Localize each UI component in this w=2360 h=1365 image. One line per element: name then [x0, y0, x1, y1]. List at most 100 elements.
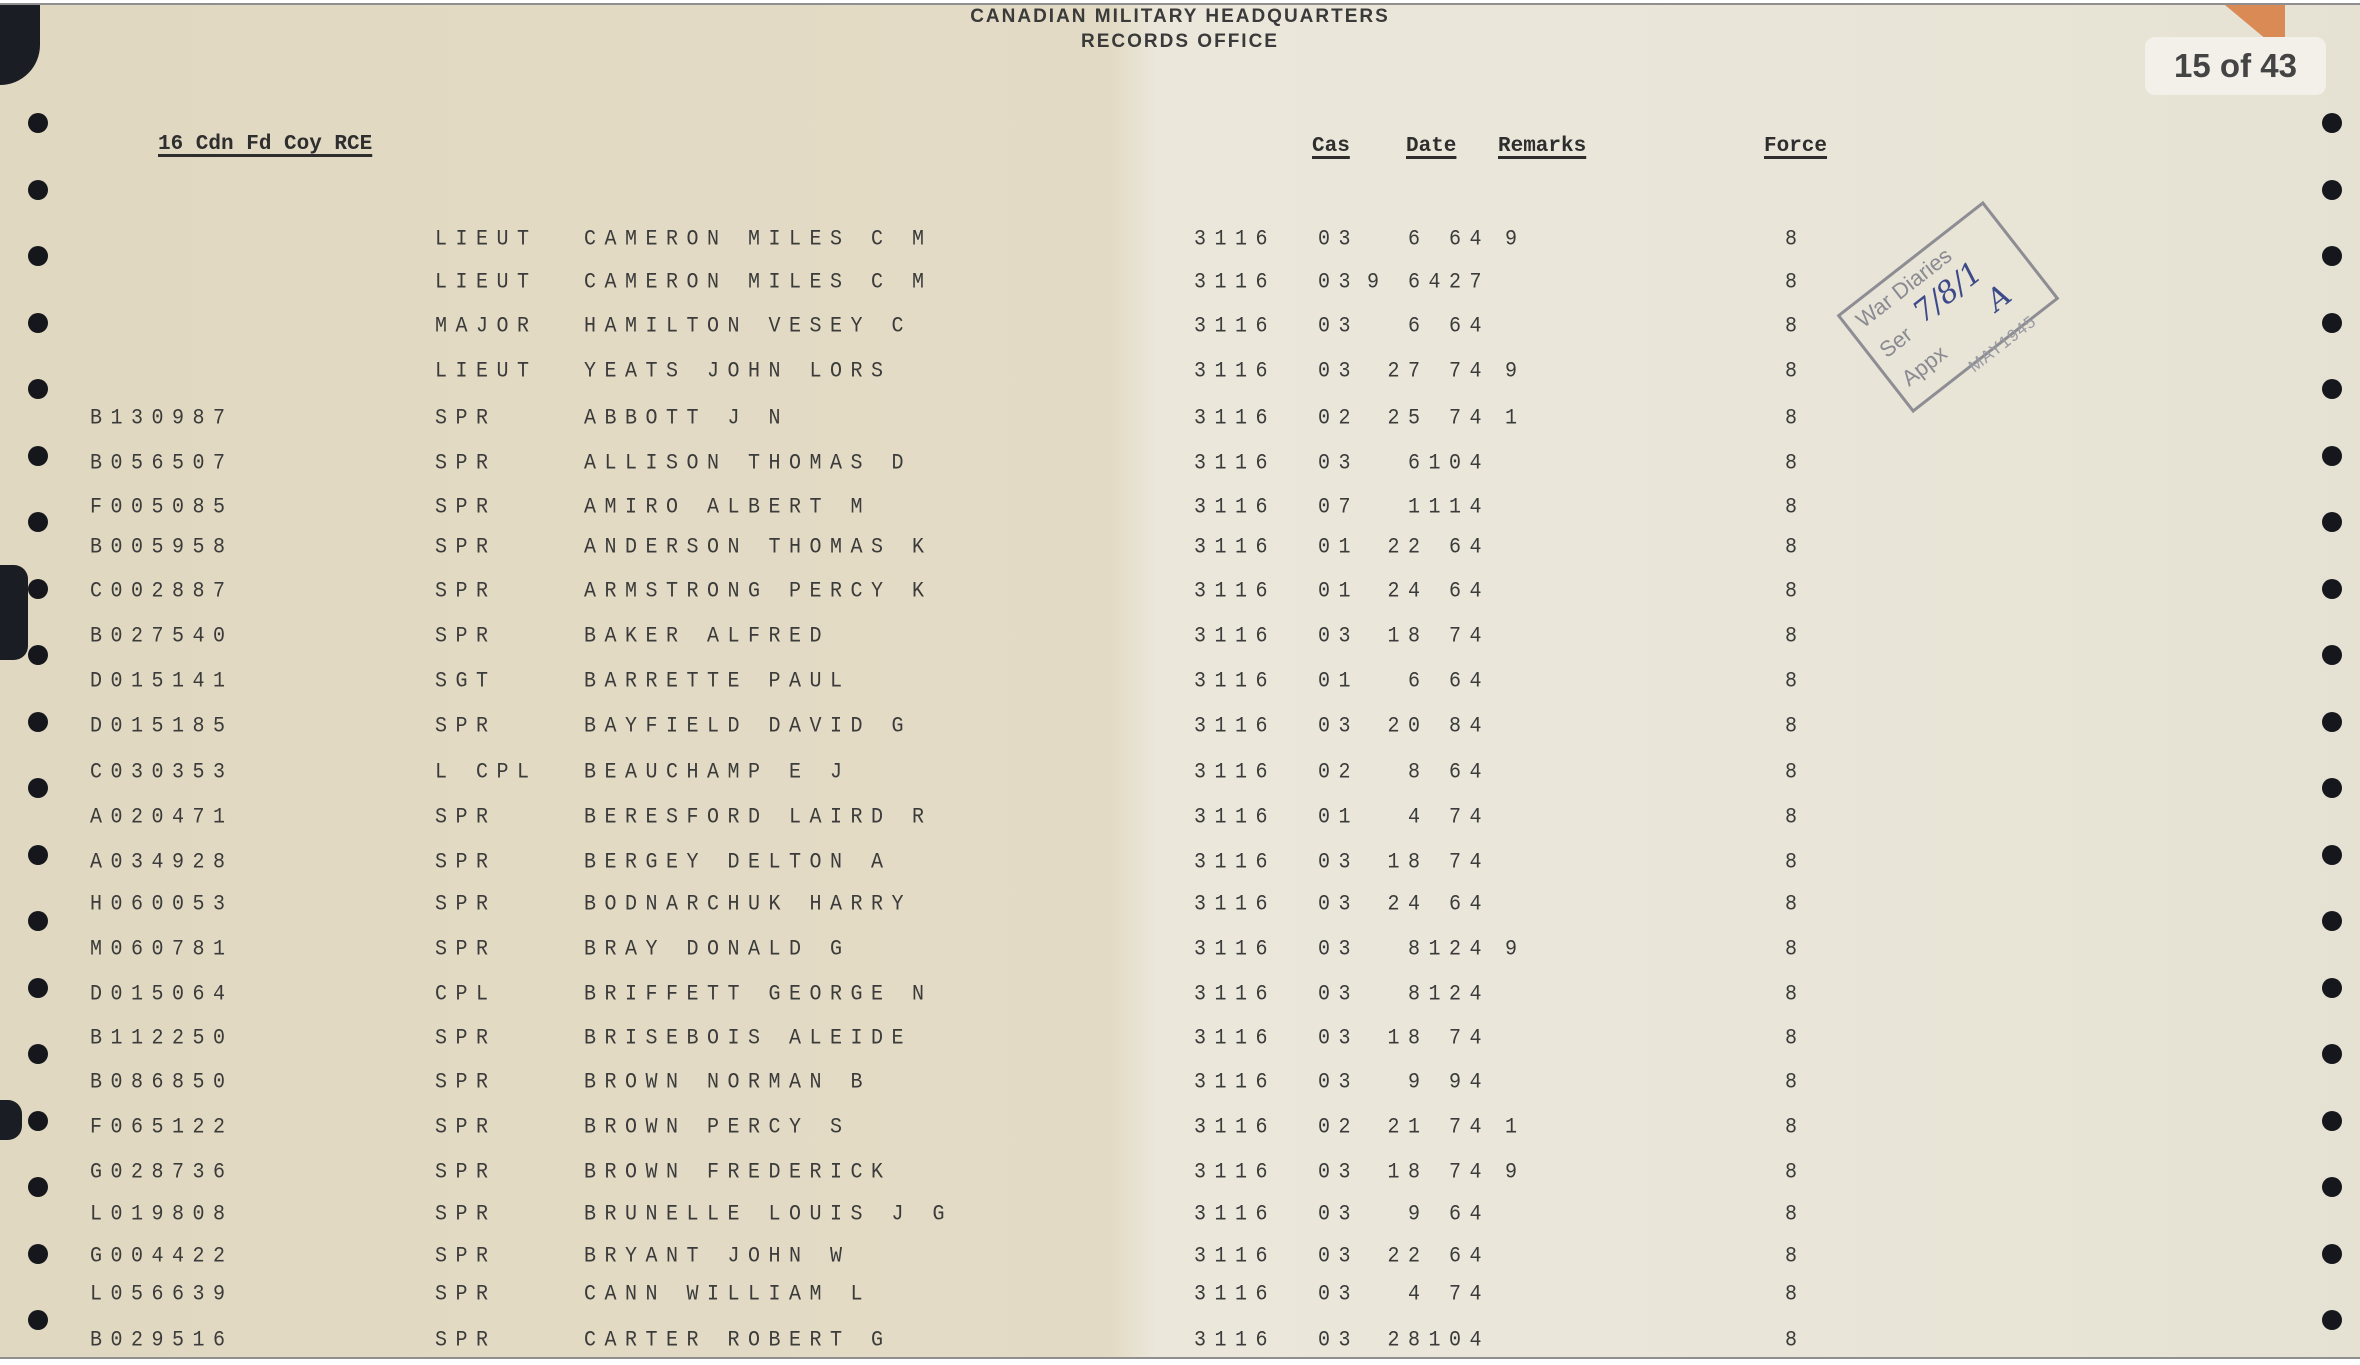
name: BROWN FREDERICK	[584, 1159, 892, 1186]
name: BERGEY DELTON A	[584, 849, 892, 876]
name: BARRETTE PAUL	[584, 668, 851, 695]
force: 8	[1785, 1069, 1806, 1096]
cas-code: 02	[1318, 1114, 1360, 1141]
punch-hole	[28, 113, 48, 133]
punch-hole	[2322, 379, 2342, 399]
punch-hole	[2322, 911, 2342, 931]
service-number: M060781	[90, 936, 234, 963]
punch-hole	[28, 379, 48, 399]
column-header-date: Date	[1406, 135, 1457, 158]
service-number: D015185	[90, 713, 234, 740]
date: 25 74	[1387, 405, 1490, 432]
rank: SPR	[435, 713, 497, 740]
punch-hole	[28, 179, 48, 200]
punch-hole	[2322, 1044, 2342, 1064]
name: BRIFFETT GEORGE N	[584, 981, 933, 1008]
unit-code: 3116	[1194, 313, 1277, 340]
force: 8	[1785, 981, 1806, 1008]
rank: SPR	[435, 1114, 497, 1141]
date: 28104	[1387, 1327, 1490, 1354]
table-row: C030353 L CPL BEAUCHAMP E J 3116 02 8 64 8	[0, 758, 2360, 788]
column-header-remarks: Remarks	[1498, 135, 1587, 158]
cas-code: 01	[1318, 534, 1360, 561]
name: BEAUCHAMP E J	[584, 759, 851, 786]
force: 8	[1785, 450, 1806, 477]
table-row: B130987 SPR ABBOTT J N 3116 02 25 74 1 8	[0, 404, 2360, 434]
force: 8	[1785, 891, 1806, 918]
punch-hole	[2322, 977, 2342, 998]
punch-hole	[28, 445, 48, 466]
force: 8	[1785, 1327, 1806, 1354]
date: 22 64	[1387, 1243, 1490, 1270]
table-row: L056639 SPR CANN WILLIAM L 3116 03 4 74 8	[0, 1280, 2360, 1310]
remark: 9	[1505, 358, 1526, 385]
force: 8	[1785, 1201, 1806, 1228]
unit-code: 3116	[1194, 849, 1277, 876]
unit-code: 3116	[1194, 1025, 1277, 1052]
name: BAYFIELD DAVID G	[584, 713, 913, 740]
service-number: H060053	[90, 891, 234, 918]
punch-hole	[2322, 578, 2342, 599]
punch-hole	[2322, 711, 2342, 732]
service-number: C002887	[90, 578, 234, 605]
cas-code: 03	[1318, 981, 1360, 1008]
cas-code: 01	[1318, 804, 1360, 831]
cas-code: 07	[1318, 494, 1360, 521]
stamp-ser-label: Ser	[1874, 321, 1917, 363]
date: 6 64	[1407, 668, 1490, 695]
cas-code: 03	[1318, 1243, 1360, 1270]
unit-code: 3116	[1194, 578, 1277, 605]
rank: LIEUT	[435, 226, 538, 253]
name: BROWN NORMAN B	[584, 1069, 872, 1096]
date: 8124	[1407, 936, 1490, 963]
service-number: F065122	[90, 1114, 234, 1141]
name: CAMERON MILES C M	[584, 226, 933, 253]
punch-hole	[2322, 1110, 2342, 1131]
force: 8	[1785, 1025, 1806, 1052]
unit-code: 3116	[1194, 1069, 1277, 1096]
punch-hole	[2322, 778, 2342, 798]
name: ARMSTRONG PERCY K	[584, 578, 933, 605]
punch-hole	[28, 578, 48, 599]
header-line-1: CANADIAN MILITARY HEADQUARTERS	[970, 6, 1390, 27]
unit-code: 3116	[1194, 450, 1277, 477]
table-row: A034928 SPR BERGEY DELTON A 3116 03 18 74 8	[0, 848, 2360, 878]
cas-code: 03	[1318, 623, 1360, 650]
page-indicator: 15 of 43	[2145, 37, 2326, 95]
cas-code: 03	[1318, 1069, 1360, 1096]
torn-edge	[0, 565, 28, 660]
service-number: D015064	[90, 981, 234, 1008]
service-number: B130987	[90, 405, 234, 432]
punch-hole	[28, 1243, 48, 1264]
punch-hole	[2322, 1177, 2342, 1197]
unit-code: 3116	[1194, 269, 1277, 296]
rank: SPR	[435, 1281, 497, 1308]
rank: SGT	[435, 668, 497, 695]
force: 8	[1785, 1243, 1806, 1270]
table-row: D015185 SPR BAYFIELD DAVID G 3116 03 20 84 8	[0, 712, 2360, 742]
punch-hole	[2322, 445, 2342, 466]
unit-code: 3116	[1194, 1201, 1277, 1228]
force: 8	[1785, 623, 1806, 650]
force: 8	[1785, 494, 1806, 521]
punch-hole	[28, 512, 48, 532]
force: 8	[1785, 269, 1806, 296]
service-number: D015141	[90, 668, 234, 695]
cas-code: 03	[1318, 1159, 1360, 1186]
name: ALLISON THOMAS D	[584, 450, 913, 477]
name: BROWN PERCY S	[584, 1114, 851, 1141]
cas-code: 03	[1318, 313, 1360, 340]
header-line-2: RECORDS OFFICE	[1081, 31, 1279, 52]
punch-hole	[28, 246, 48, 266]
punch-hole	[2322, 645, 2342, 665]
punch-hole	[28, 844, 48, 865]
rank: MAJOR	[435, 313, 538, 340]
punch-hole	[2322, 1243, 2342, 1264]
force: 8	[1785, 358, 1806, 385]
unit-code: 3116	[1194, 891, 1277, 918]
force: 8	[1785, 668, 1806, 695]
table-row: A020471 SPR BERESFORD LAIRD R 3116 01 4 74 8	[0, 803, 2360, 833]
service-number: G028736	[90, 1159, 234, 1186]
unit-code: 3116	[1194, 713, 1277, 740]
date: 1114	[1407, 494, 1490, 521]
